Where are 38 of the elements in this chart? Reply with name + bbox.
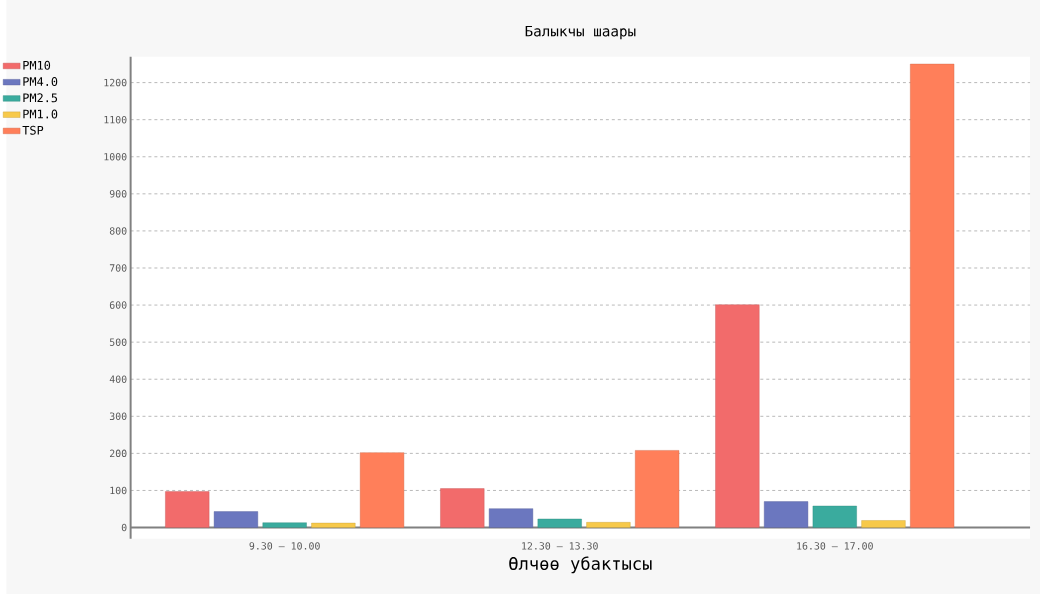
bar [165, 491, 210, 528]
y-tick-label: 800 [109, 227, 127, 235]
y-tick-label: 100 [110, 486, 127, 495]
bar [910, 63, 955, 528]
bar [262, 522, 307, 528]
y-tick-label: 1100 [104, 115, 127, 124]
y-tick-label: 600 [109, 301, 127, 309]
legend-label: PM2.5 [23, 93, 58, 103]
bar [311, 522, 356, 528]
bar [440, 488, 485, 528]
bar [488, 508, 534, 528]
bar [715, 304, 760, 528]
legend-label: PM10 [23, 60, 51, 70]
bar [861, 520, 906, 528]
chart-title: Балыкчы шаары [525, 25, 636, 40]
y-tick-label: 900 [109, 189, 127, 198]
y-tick-label: 1200 [104, 78, 127, 87]
bar [359, 452, 405, 528]
x-axis-title: Өлчөө убактысы [509, 556, 652, 574]
y-tick-label: 700 [109, 264, 127, 272]
x-tick-label: 9.30 — 10.00 [249, 541, 320, 550]
bar [635, 450, 680, 528]
y-tick-label: 0 [121, 523, 127, 532]
y-tick-label: 500 [109, 338, 127, 346]
x-tick-label: 12.30 — 13.30 [522, 541, 598, 550]
bar [213, 511, 259, 528]
y-tick-label: 400 [109, 375, 127, 383]
bar [812, 505, 857, 528]
bar [586, 521, 631, 528]
y-tick-label: 1000 [104, 152, 127, 161]
legend-label: PM4.0 [23, 76, 58, 86]
bar [537, 518, 582, 528]
y-tick-label: 300 [109, 412, 127, 420]
y-tick-label: 200 [109, 449, 127, 457]
x-tick-label: 16.30 — 17.00 [797, 541, 873, 550]
legend-label: PM1.0 [23, 109, 58, 119]
bar [764, 501, 809, 528]
legend-label: TSP [22, 125, 44, 135]
